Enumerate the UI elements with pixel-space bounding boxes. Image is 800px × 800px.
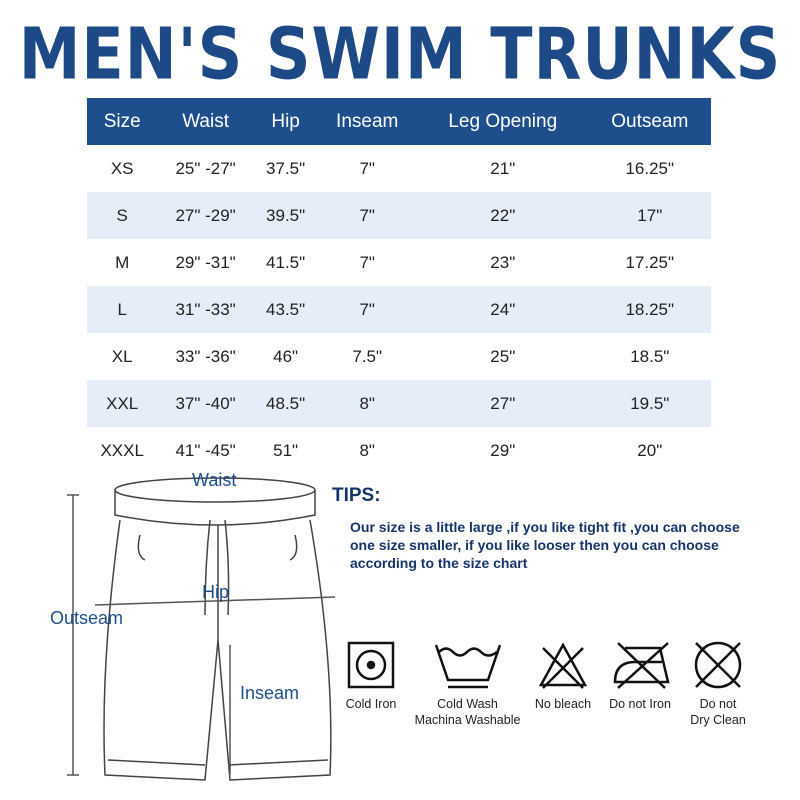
page-title: MEN'S SWIM TRUNKS — [18, 12, 782, 96]
shorts-diagram — [67, 477, 336, 781]
table-cell: 29" — [490, 440, 516, 460]
hip-label: Hip — [202, 582, 230, 602]
table-cell: 51" — [273, 440, 299, 460]
table-cell: 17" — [588, 192, 711, 239]
table-cell: 8" — [317, 380, 417, 427]
care-label: Do not Iron — [609, 697, 671, 711]
table-cell: 7" — [359, 158, 375, 178]
table-cell: XS — [110, 158, 134, 178]
size-chart-table: Size Waist Hip Inseam Leg Opening Outsea… — [87, 98, 711, 474]
no-bleach-icon — [538, 642, 588, 689]
tips-text: Our size is a little large ,if you like … — [350, 519, 740, 571]
table-row: L 31" -33" 43.5" 7" 24" 18.25" — [87, 286, 711, 333]
care-label-2: Dry Clean — [690, 713, 746, 727]
table-cell: S — [87, 192, 158, 239]
table-cell: 18.5" — [630, 346, 670, 366]
header-leg-opening: Leg Opening — [416, 98, 589, 145]
table-cell: 24" — [416, 286, 589, 333]
table-row: XS 25" -27" 37.5" 7" 21" 16.25" — [87, 145, 711, 192]
table-cell: XXXL — [100, 440, 144, 460]
header-outseam: Outseam — [588, 98, 711, 145]
header-waist: Waist — [157, 98, 254, 145]
do-not-iron-icon — [613, 642, 670, 689]
outseam-label: Outseam — [50, 608, 124, 628]
inseam-label: Inseam — [240, 683, 300, 703]
table-cell: 43.5" — [253, 286, 318, 333]
tips-heading: TIPS: — [332, 485, 381, 506]
table-row: XXXL 41" -45" 51" 8" 29" 20" — [87, 427, 711, 474]
table-cell: 7" — [317, 286, 417, 333]
table-cell: M — [115, 252, 130, 272]
care-label: No bleach — [534, 697, 592, 711]
care-cold-iron: Cold Iron — [336, 640, 406, 712]
table-cell: 41.5" — [266, 252, 306, 272]
table-cell: 17.25" — [625, 252, 675, 272]
waist-label: Waist — [192, 470, 237, 490]
table-cell: 7.5" — [352, 346, 383, 366]
table-cell: 46" — [273, 346, 299, 366]
table-cell: 8" — [359, 440, 375, 460]
table-cell: 7" — [317, 192, 417, 239]
table-cell: 27" — [416, 380, 589, 427]
table-cell: 27" -29" — [157, 192, 254, 239]
table-cell: 25" -27" — [175, 158, 236, 178]
table-row: XL 33" -36" 46" 7.5" 25" 18.5" — [87, 333, 711, 380]
table-cell: 25" — [490, 346, 516, 366]
table-cell: 18.25" — [588, 286, 711, 333]
table-cell: 41" -45" — [175, 440, 236, 460]
care-cold-wash: Cold Wash Machina Washable — [405, 640, 530, 728]
care-label: Cold Wash — [437, 697, 498, 711]
table-cell: 33" -36" — [175, 346, 236, 366]
table-cell: 22" — [416, 192, 589, 239]
table-row: M 29" -31" 41.5" 7" 23" 17.25" — [87, 239, 711, 286]
table-header: Size Waist Hip Inseam Leg Opening Outsea… — [87, 98, 711, 145]
table-cell: 37.5" — [266, 158, 306, 178]
table-row: XXL 37" -40" 48.5" 8" 27" 19.5" — [87, 380, 711, 427]
table-cell: 7" — [359, 252, 375, 272]
table-cell: 19.5" — [588, 380, 711, 427]
cold-iron-icon — [347, 641, 395, 689]
header-hip: Hip — [253, 98, 318, 145]
table-cell: 23" — [490, 252, 516, 272]
care-do-not-dry-clean: Do not Dry Clean — [683, 640, 753, 728]
header-inseam: Inseam — [317, 98, 417, 145]
table-cell: 37" -40" — [157, 380, 254, 427]
care-label: Do not — [699, 697, 737, 711]
table-row: S 27" -29" 39.5" 7" 22" 17" — [87, 192, 711, 239]
cold-wash-icon — [434, 644, 501, 689]
table-cell: L — [87, 286, 158, 333]
table-cell: XL — [111, 346, 133, 366]
table-cell: 21" — [490, 158, 516, 178]
care-do-not-iron: Do not Iron — [600, 640, 680, 712]
table-cell: 48.5" — [253, 380, 318, 427]
do-not-dry-clean-icon — [694, 641, 742, 689]
header-size: Size — [87, 98, 158, 145]
care-label: Cold Iron — [345, 697, 397, 711]
table-cell: 39.5" — [253, 192, 318, 239]
table-cell: 16.25" — [625, 158, 675, 178]
table-cell: 31" -33" — [157, 286, 254, 333]
care-no-bleach: No bleach — [528, 640, 598, 712]
table-cell: 20" — [637, 440, 663, 460]
table-cell: XXL — [87, 380, 158, 427]
care-label-2: Machina Washable — [414, 713, 521, 727]
table-cell: 29" -31" — [175, 252, 236, 272]
